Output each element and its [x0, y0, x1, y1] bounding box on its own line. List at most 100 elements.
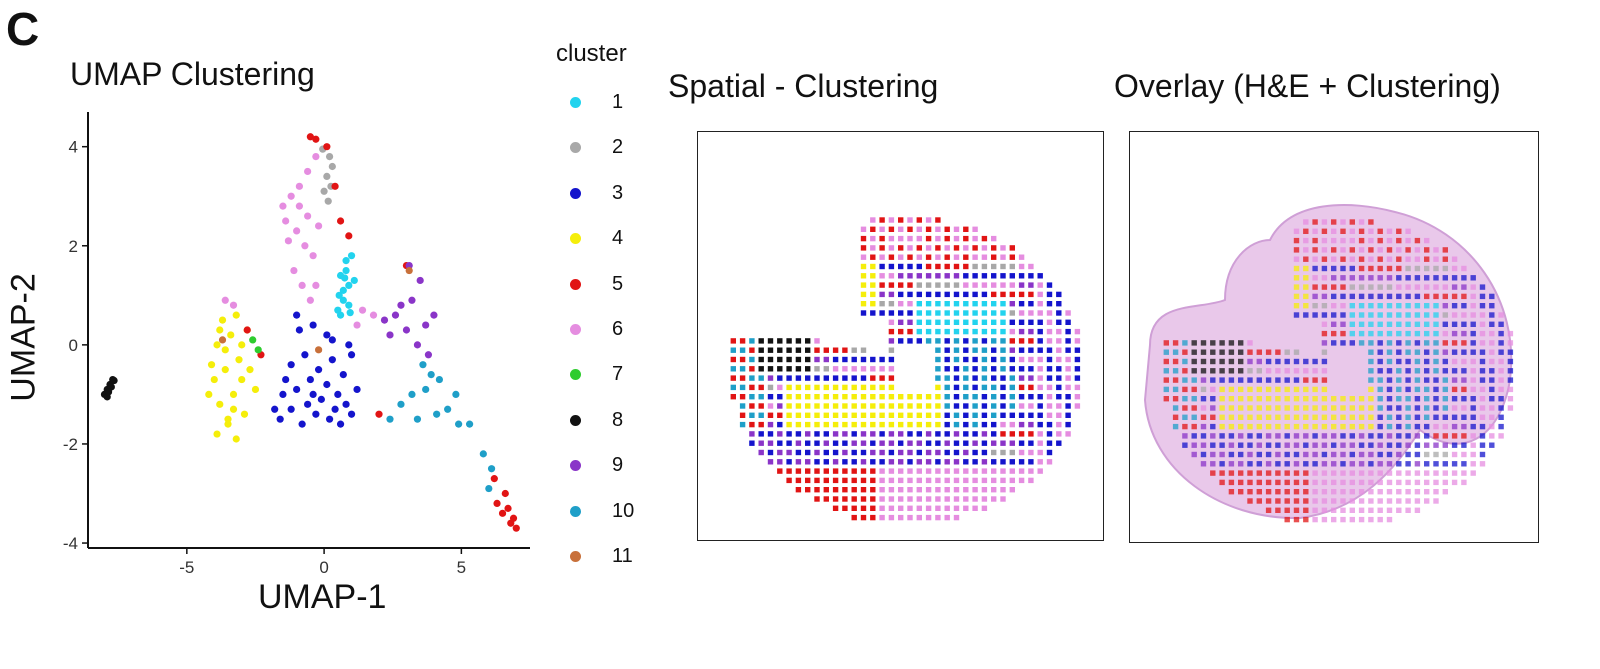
spatial-spot-cluster-10 — [730, 366, 736, 372]
spatial-spot-cluster-5 — [1009, 245, 1015, 251]
overlay-spot-cluster-9 — [1200, 423, 1207, 430]
overlay-spot-cluster-6 — [1470, 386, 1476, 393]
spatial-spot-cluster-2 — [981, 263, 988, 270]
spatial-spot-cluster-9 — [963, 449, 969, 456]
spatial-spot-cluster-9 — [870, 431, 876, 437]
umap-point-cluster-10 — [413, 415, 422, 423]
spatial-spot-cluster-3 — [1065, 394, 1071, 400]
umap-point-cluster-4 — [229, 405, 238, 413]
overlay-spot-cluster-3 — [1340, 293, 1346, 300]
overlay-spot-cluster-3 — [1507, 368, 1514, 374]
overlay-spot-cluster-4 — [1256, 396, 1262, 402]
spatial-spot-cluster-3 — [935, 431, 941, 437]
umap-point-cluster-6 — [287, 192, 295, 200]
overlay-points — [1163, 219, 1514, 523]
overlay-spot-cluster-2 — [1377, 284, 1383, 290]
overlay-spot-cluster-4 — [1293, 303, 1300, 309]
umap-point-cluster-6 — [221, 296, 229, 304]
overlay-spot-cluster-6 — [1470, 451, 1476, 458]
overlay-spot-cluster-9 — [1219, 451, 1225, 458]
overlay-spot-cluster-6 — [1358, 498, 1365, 504]
umap-point-cluster-6 — [293, 227, 301, 235]
spatial-spot-cluster-6 — [1037, 282, 1043, 288]
spatial-spot-cluster-5 — [1018, 384, 1025, 391]
spatial-spot-cluster-10 — [991, 403, 997, 409]
overlay-spot-cluster-5 — [1172, 340, 1179, 346]
spatial-spot-cluster-6 — [1065, 431, 1071, 437]
overlay-spot-cluster-5 — [1191, 405, 1197, 411]
overlay-spot-cluster-5 — [1293, 489, 1300, 495]
spatial-spot-cluster-6 — [972, 235, 978, 242]
overlay-spot-cluster-3 — [1293, 358, 1300, 365]
y-tick-label: 0 — [69, 336, 78, 355]
umap-point-cluster-5 — [312, 135, 320, 143]
spatial-spot-cluster-5 — [730, 338, 736, 344]
spatial-spot-cluster-3 — [832, 375, 839, 381]
spatial-spot-cluster-6 — [898, 301, 904, 307]
spatial-spot-cluster-5 — [860, 477, 867, 484]
spatial-spot-cluster-5 — [823, 468, 829, 474]
spatial-spot-cluster-6 — [953, 505, 960, 511]
overlay-spot-cluster-4 — [1312, 405, 1318, 411]
spatial-spot-cluster-6 — [1065, 384, 1071, 391]
umap-point-cluster-5 — [243, 326, 251, 334]
spatial-spot-cluster-10 — [981, 375, 988, 381]
spatial-spot-cluster-6 — [925, 514, 932, 521]
overlay-spot-cluster-6 — [1433, 498, 1439, 504]
spatial-spot-cluster-3 — [814, 431, 820, 437]
overlay-spot-cluster-6 — [1461, 358, 1467, 365]
spatial-spot-cluster-3 — [1009, 319, 1015, 325]
overlay-spot-cluster-3 — [1312, 461, 1318, 467]
overlay-spot-cluster-5 — [1172, 358, 1179, 365]
overlay-spot-cluster-5 — [1228, 479, 1235, 486]
spatial-spot-cluster-6 — [879, 226, 885, 232]
spatial-spot-cluster-5 — [860, 496, 867, 502]
umap-point-cluster-6 — [312, 152, 320, 161]
overlay-spot-cluster-6 — [1442, 423, 1448, 430]
spatial-spot-cluster-3 — [1000, 412, 1006, 418]
spatial-spot-cluster-1 — [953, 310, 960, 316]
spatial-spot-cluster-8 — [767, 366, 774, 372]
spatial-spot-cluster-6 — [935, 254, 941, 260]
spatial-spot-cluster-5 — [832, 487, 839, 493]
overlay-spot-cluster-6 — [1340, 303, 1346, 309]
overlay-spot-cluster-1 — [1396, 312, 1402, 318]
spatial-spot-cluster-3 — [1065, 412, 1071, 418]
spatial-spot-cluster-1 — [972, 328, 978, 335]
spatial-spot-cluster-3 — [777, 394, 783, 400]
spatial-spot-cluster-3 — [972, 384, 978, 391]
overlay-spot-cluster-10 — [1414, 377, 1421, 383]
spatial-spot-cluster-1 — [925, 310, 932, 316]
spatial-spot-cluster-6 — [991, 477, 997, 484]
spatial-spot-cluster-9 — [805, 431, 811, 437]
spatial-spot-cluster-6 — [888, 505, 895, 511]
spatial-spot-cluster-6 — [916, 468, 922, 474]
spatial-spot-cluster-3 — [1009, 273, 1015, 279]
overlay-spot-cluster-6 — [1442, 330, 1448, 337]
spatial-spot-cluster-10 — [758, 375, 764, 381]
spatial-spot-cluster-10 — [953, 412, 960, 418]
overlay-spot-cluster-6 — [1470, 377, 1476, 383]
spatial-spot-cluster-3 — [1009, 459, 1015, 465]
umap-point-cluster-3 — [342, 400, 350, 408]
spatial-spot-cluster-5 — [860, 245, 867, 251]
spatial-spot-cluster-3 — [1028, 394, 1034, 400]
overlay-spot-cluster-3 — [1479, 293, 1486, 300]
overlay-spot-cluster-6 — [1461, 405, 1467, 411]
overlay-spot-cluster-10 — [1424, 396, 1430, 402]
overlay-spot-cluster-3 — [1228, 451, 1235, 458]
legend-swatch — [570, 414, 581, 426]
spatial-spot-cluster-6 — [1056, 421, 1062, 428]
overlay-spot-cluster-3 — [1414, 451, 1421, 458]
overlay-spot-cluster-3 — [1349, 265, 1355, 272]
spatial-spot-cluster-4 — [851, 412, 857, 418]
overlay-spot-cluster-3 — [1451, 396, 1458, 402]
spatial-spot-cluster-3 — [851, 449, 857, 456]
spatial-spot-cluster-3 — [953, 375, 960, 381]
umap-point-cluster-4 — [232, 311, 240, 319]
spatial-spot-cluster-4 — [814, 412, 820, 418]
overlay-spot-cluster-3 — [1414, 396, 1421, 402]
spatial-spot-cluster-3 — [1028, 440, 1034, 446]
overlay-spot-cluster-4 — [1247, 386, 1253, 393]
overlay-spot-cluster-10 — [1182, 377, 1188, 383]
